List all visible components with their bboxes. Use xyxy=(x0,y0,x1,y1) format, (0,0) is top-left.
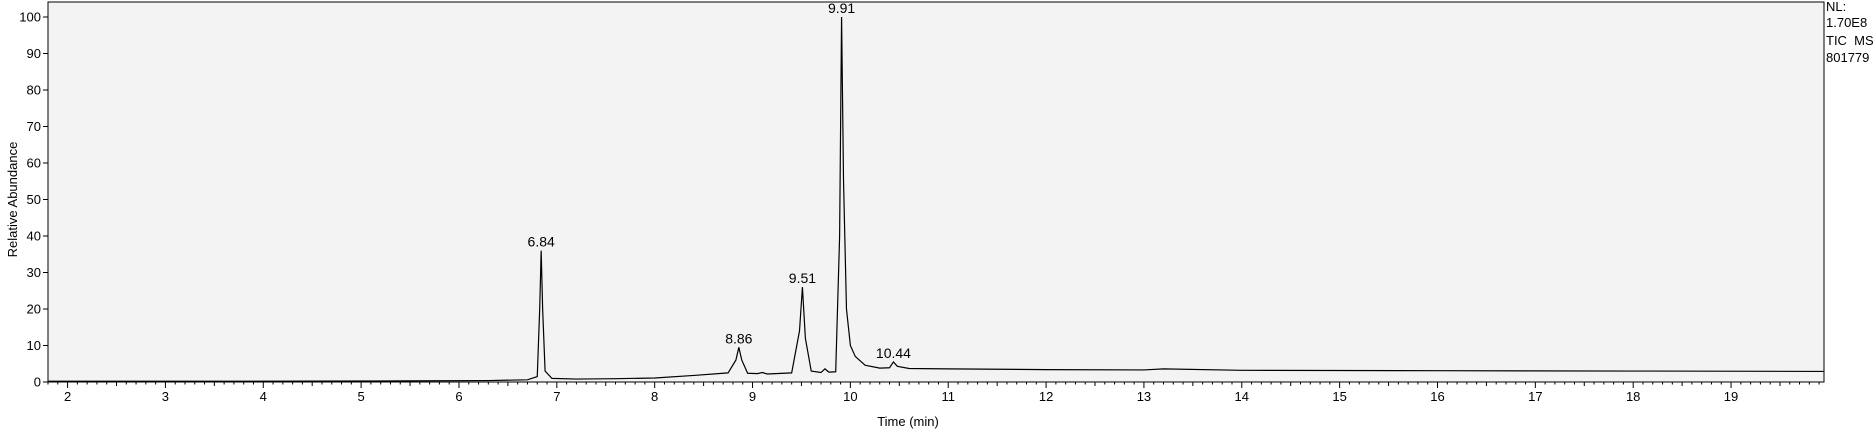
x-tick-label: 19 xyxy=(1724,389,1738,404)
x-tick-label: 18 xyxy=(1626,389,1640,404)
y-tick-label: 70 xyxy=(27,119,41,134)
x-tick-label: 17 xyxy=(1528,389,1542,404)
x-tick-label: 15 xyxy=(1332,389,1346,404)
x-tick-label: 3 xyxy=(162,389,169,404)
plot-area xyxy=(48,2,1824,382)
x-tick-label: 6 xyxy=(455,389,462,404)
y-axis: 0 10 20 30 40 50 60 70 80 90 100 xyxy=(19,10,48,390)
x-tick-label: 8 xyxy=(651,389,658,404)
y-tick-label: 20 xyxy=(27,302,41,317)
y-tick-label: 100 xyxy=(19,10,41,25)
nl-label: NL: xyxy=(1826,0,1846,14)
y-tick-label: 0 xyxy=(34,375,41,390)
x-tick-label: 7 xyxy=(553,389,560,404)
nl-value: 1.70E8 xyxy=(1826,15,1867,30)
y-axis-label: Relative Abundance xyxy=(5,142,20,258)
y-tick-label: 10 xyxy=(27,338,41,353)
sample-id: 801779 xyxy=(1826,50,1869,65)
y-tick-label: 90 xyxy=(27,46,41,61)
y-tick-label: 40 xyxy=(27,229,41,244)
tic-trace-line xyxy=(48,16,1825,382)
y-tick-label: 60 xyxy=(27,156,41,171)
peak-label: 6.84 xyxy=(528,234,555,250)
x-tick-label: 12 xyxy=(1039,389,1053,404)
x-tick-label: 14 xyxy=(1235,389,1249,404)
x-axis-label: Time (min) xyxy=(877,414,939,429)
peak-label: 9.51 xyxy=(789,270,816,286)
x-tick-label: 16 xyxy=(1430,389,1444,404)
peak-label: 10.44 xyxy=(876,345,911,361)
x-tick-label: 2 xyxy=(64,389,71,404)
peak-annotations: 6.84 8.86 9.51 9.91 10.44 xyxy=(528,0,912,361)
plot-frame xyxy=(47,1,1825,383)
y-tick-label: 80 xyxy=(27,83,41,98)
scan-filter: TIC MS xyxy=(1826,33,1874,48)
x-tick-label: 11 xyxy=(941,389,955,404)
x-tick-label: 5 xyxy=(358,389,365,404)
normalization-info: NL: 1.70E8 TIC MS 801779 xyxy=(1826,0,1874,65)
x-tick-label: 9 xyxy=(749,389,756,404)
x-tick-label: 13 xyxy=(1137,389,1151,404)
peak-label: 9.91 xyxy=(828,0,855,16)
x-tick-label: 10 xyxy=(843,389,857,404)
x-axis: 2 3 4 5 6 7 8 9 10 11 12 13 14 15 16 17 18 19 xyxy=(47,382,1820,404)
peak-label: 8.86 xyxy=(725,330,752,346)
x-tick-label: 4 xyxy=(260,389,267,404)
y-tick-label: 50 xyxy=(27,192,41,207)
y-tick-label: 30 xyxy=(27,265,41,280)
